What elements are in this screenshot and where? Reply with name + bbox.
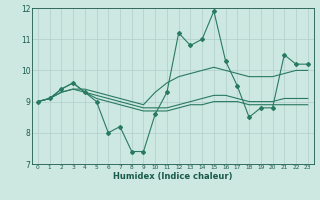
X-axis label: Humidex (Indice chaleur): Humidex (Indice chaleur) xyxy=(113,172,233,181)
